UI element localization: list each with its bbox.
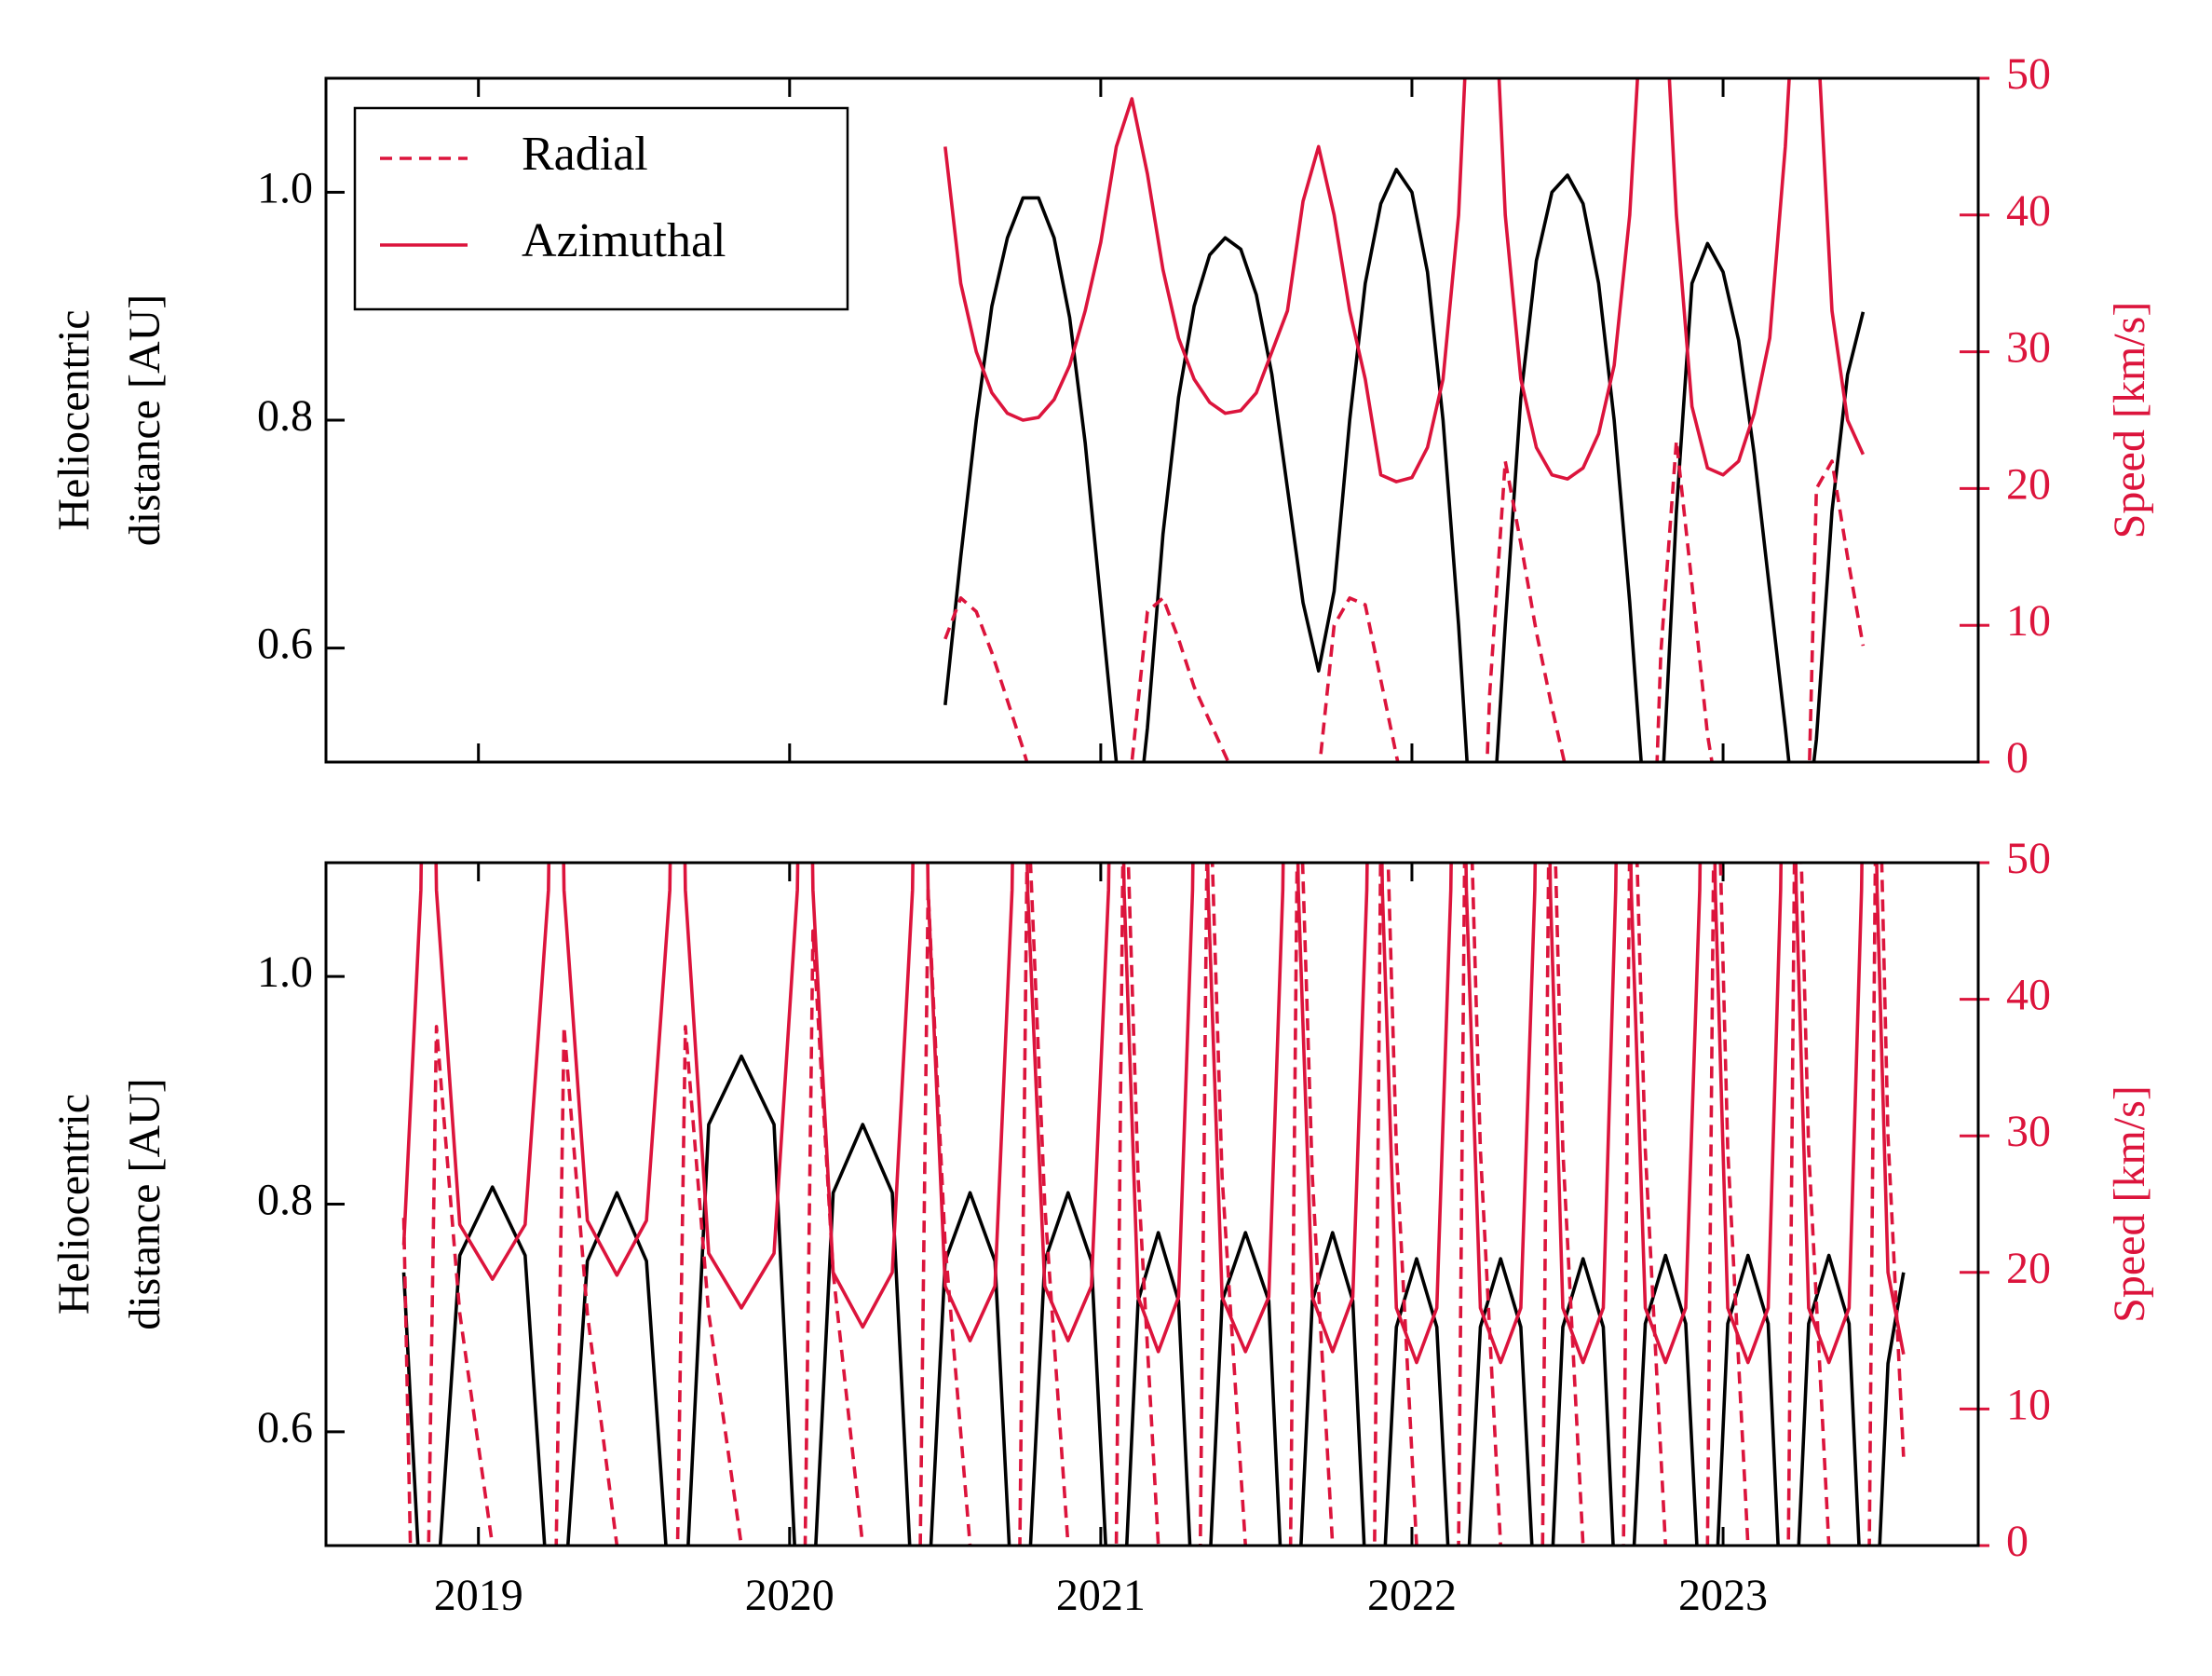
y2-tick-label: 0 — [2006, 733, 2029, 783]
axes-frame — [324, 861, 1980, 1547]
y2-tick-label: 30 — [2006, 323, 2051, 373]
y2-tick-label: 40 — [2006, 971, 2051, 1020]
legend-box — [353, 106, 849, 311]
y2-tick-label: 10 — [2006, 1380, 2051, 1429]
y2-tick-label: 50 — [2006, 49, 2051, 99]
y-axis-label: distance [AU] — [120, 294, 170, 547]
x-tick-label: 2023 — [1678, 1571, 1768, 1620]
line — [943, 168, 1866, 762]
plot-area — [401, 863, 1906, 1546]
y2-axis-label: Speed [km/s] — [2105, 1085, 2154, 1323]
y-tick-label: 0.6 — [257, 620, 313, 669]
legend: Radial Azimuthal — [353, 106, 849, 311]
x-tick-label: 2020 — [745, 1571, 835, 1620]
y2-axis-label: Speed [km/s] — [2105, 302, 2154, 539]
y-axis-label: Heliocentric — [49, 1094, 99, 1315]
y2-tick-label: 0 — [2006, 1517, 2029, 1566]
x-tick-label: 2022 — [1367, 1571, 1457, 1620]
line — [943, 78, 1866, 484]
legend-label: Radial — [522, 128, 648, 181]
y-axis-label: Heliocentric — [49, 309, 99, 530]
legend-label: Azimuthal — [522, 214, 726, 267]
y2-tick-label: 20 — [2006, 1244, 2051, 1293]
radial-line — [401, 863, 1906, 1546]
y2-tick-label: 10 — [2006, 596, 2051, 646]
y-tick-label: 0.8 — [257, 391, 313, 441]
line — [401, 863, 1906, 1365]
plot-area — [943, 78, 1866, 762]
x-tick-label: 2019 — [434, 1571, 523, 1620]
axes-frame — [324, 76, 1980, 764]
y-tick-label: 0.8 — [257, 1176, 313, 1225]
y2-tick-label: 20 — [2006, 459, 2051, 509]
subplot: 0.6 0.8 1.0 0 10 20 30 40 50 2019 2020 2021 2022 2023… — [49, 834, 2154, 1620]
y-axis-label: distance [AU] — [120, 1078, 170, 1330]
subplot: 0.6 0.8 1.0 0 10 20 30 40 50 Heliocentric distance… — [49, 49, 2154, 783]
y2-tick-label: 40 — [2006, 186, 2051, 236]
y2-tick-label: 50 — [2006, 834, 2051, 883]
x-tick-label: 2021 — [1056, 1571, 1146, 1620]
y2-tick-label: 30 — [2006, 1107, 2051, 1156]
y-tick-label: 0.6 — [257, 1403, 313, 1452]
y-tick-label: 1.0 — [257, 947, 313, 997]
y-tick-label: 1.0 — [257, 163, 313, 212]
